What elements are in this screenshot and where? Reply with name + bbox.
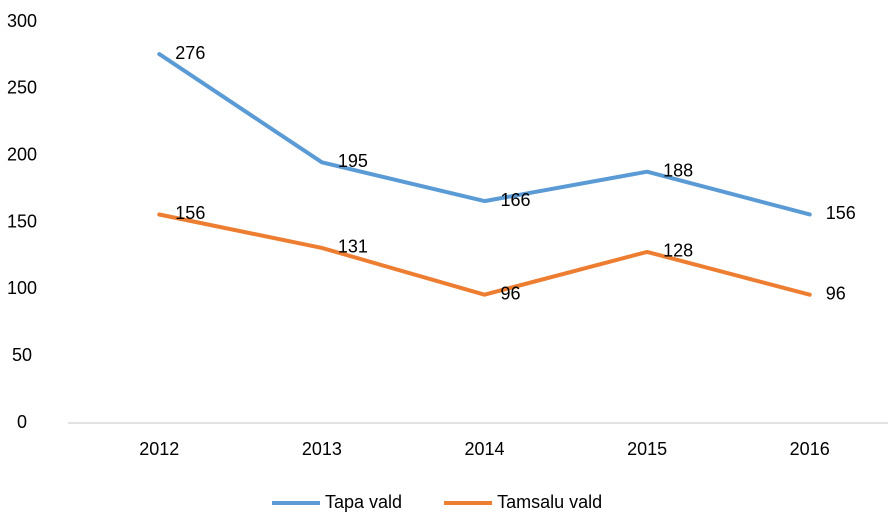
y-tick-label: 250	[7, 78, 37, 98]
y-tick-label: 200	[7, 144, 37, 164]
y-tick-label: 150	[7, 211, 37, 231]
data-label: 96	[826, 283, 846, 303]
y-tick-label: 50	[12, 345, 32, 365]
series-line	[157, 212, 812, 297]
legend-label: Tapa vald	[325, 492, 402, 512]
data-label: 128	[663, 241, 693, 261]
x-tick-label: 2015	[627, 439, 667, 459]
y-tick-label: 300	[7, 11, 37, 31]
x-tick-label: 2012	[139, 439, 179, 459]
data-label: 156	[826, 203, 856, 223]
y-tick-label: 100	[7, 278, 37, 298]
data-label: 131	[338, 237, 368, 257]
y-tick-label: 0	[17, 412, 27, 432]
series-line	[157, 52, 812, 217]
x-tick-label: 2013	[302, 439, 342, 459]
legend-label: Tamsalu vald	[497, 492, 602, 512]
data-label: 195	[338, 151, 368, 171]
data-label: 166	[501, 190, 531, 210]
data-label: 156	[175, 203, 205, 223]
x-tick-label: 2016	[790, 439, 830, 459]
data-label: 188	[663, 160, 693, 180]
data-label: 96	[501, 283, 521, 303]
data-label: 276	[175, 43, 205, 63]
x-tick-label: 2014	[464, 439, 504, 459]
